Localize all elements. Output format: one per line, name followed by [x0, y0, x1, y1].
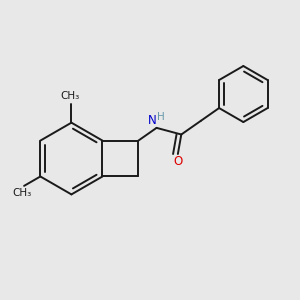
- Text: H: H: [157, 112, 165, 122]
- Text: N: N: [148, 114, 157, 127]
- Text: CH₃: CH₃: [60, 92, 79, 101]
- Text: O: O: [173, 155, 182, 168]
- Text: CH₃: CH₃: [13, 188, 32, 198]
